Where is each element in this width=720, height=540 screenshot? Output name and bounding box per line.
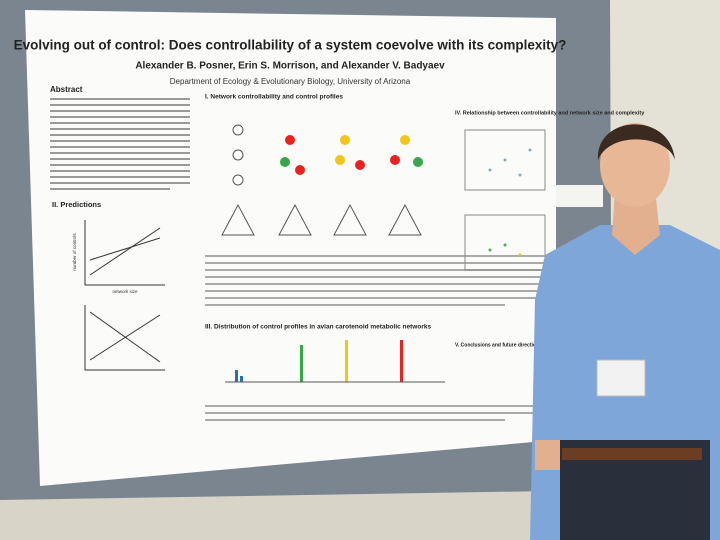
figure-caption — [205, 405, 545, 421]
board-label — [555, 185, 603, 207]
network-diagrams — [221, 124, 423, 236]
figure-caption — [205, 255, 545, 306]
poster-authors: Alexander B. Posner, Erin S. Morrison, a… — [135, 61, 445, 72]
prediction-plots — [84, 220, 165, 371]
section-heading: II. Predictions — [52, 200, 101, 209]
relationship-plots — [464, 129, 546, 271]
section-heading: III. Distribution of control profiles in… — [205, 324, 431, 331]
section-heading: IV. Relationship between controllability… — [455, 110, 645, 116]
section-heading: I. Network controllability and control p… — [205, 94, 343, 101]
poster-affiliation: Department of Ecology & Evolutionary Bio… — [170, 77, 411, 86]
axis-label: network size — [112, 289, 138, 294]
abstract-text — [50, 98, 190, 190]
section-heading: V. Conclusions and future directions — [455, 342, 542, 348]
axis-label: number of controls — [72, 233, 77, 271]
section-heading: Abstract — [50, 85, 83, 94]
person — [530, 123, 720, 540]
distribution-plots — [225, 340, 445, 383]
poster-title: Evolving out of control: Does controllab… — [14, 38, 567, 53]
